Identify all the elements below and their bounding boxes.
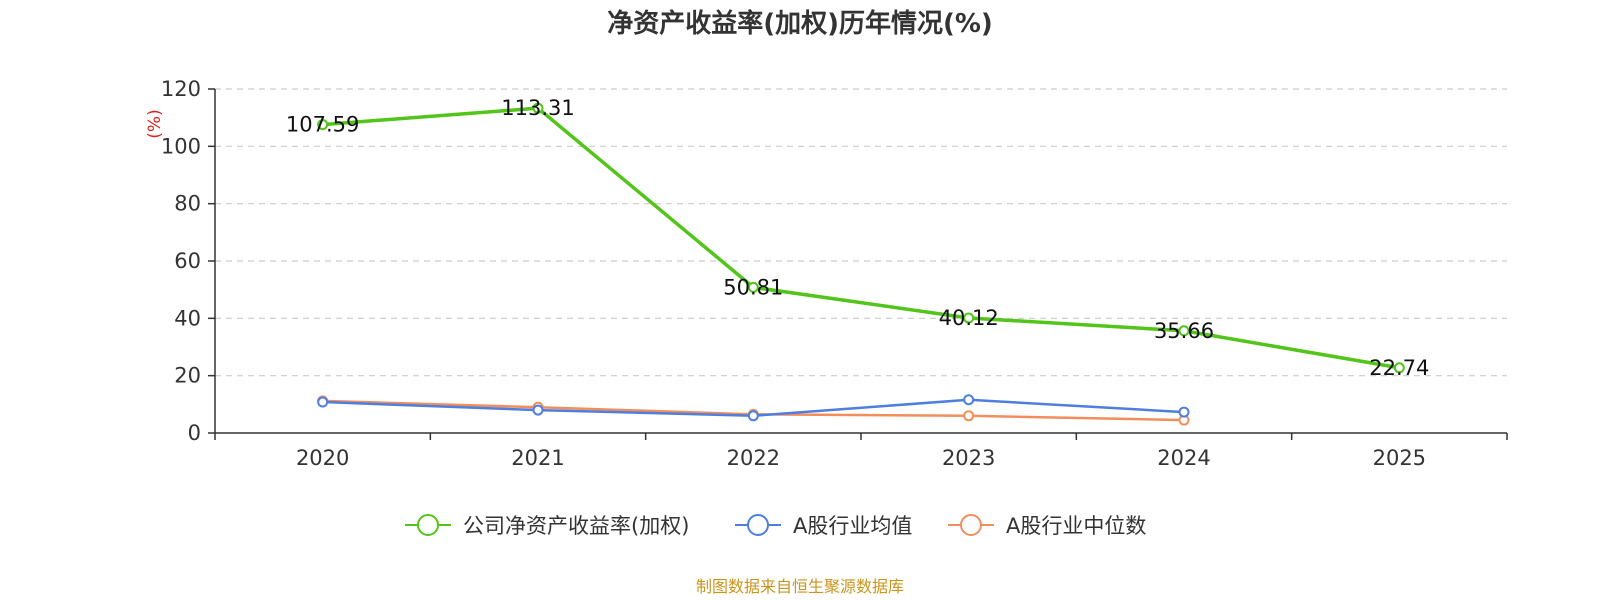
data-point-1-2023 bbox=[963, 394, 975, 406]
legend-marker-2 bbox=[960, 514, 982, 536]
y-axis-label: (%) bbox=[145, 109, 165, 138]
y-tick-label-0: 0 bbox=[188, 421, 201, 445]
legend-label-2: A股行业中位数 bbox=[1006, 514, 1146, 538]
data-labels: 107.59 113.31 50.81 40.12 35.66 22.74 bbox=[286, 96, 1429, 380]
data-label-2024: 35.66 bbox=[1154, 319, 1214, 343]
data-point-1-2021 bbox=[532, 404, 544, 416]
legend-label-1: A股行业均值 bbox=[793, 514, 912, 538]
axes: 0 20 40 60 80 100 120 2020 2021 2022 2023 2024 2025 bbox=[161, 77, 1508, 470]
series-line-0 bbox=[322, 106, 1400, 370]
data-label-2020: 107.59 bbox=[286, 113, 359, 137]
data-label-2025: 22.74 bbox=[1369, 356, 1429, 380]
data-point-1-2022 bbox=[747, 410, 759, 422]
y-tick-label-100: 100 bbox=[161, 134, 201, 158]
chart-title: 净资产收益率(加权)历年情况(%) bbox=[607, 8, 993, 39]
series-group bbox=[317, 102, 1405, 426]
data-point-0-2023 bbox=[963, 312, 975, 324]
y-tick-label-120: 120 bbox=[161, 77, 201, 101]
x-tick-label-2024: 2024 bbox=[1157, 446, 1210, 470]
source-note: 制图数据来自恒生聚源数据库 bbox=[696, 577, 904, 596]
data-point-0-2025 bbox=[1393, 362, 1405, 374]
data-label-2023: 40.12 bbox=[939, 306, 999, 330]
x-tick-label-2020: 2020 bbox=[296, 446, 349, 470]
x-tick-label-2025: 2025 bbox=[1373, 446, 1426, 470]
data-label-2022: 50.81 bbox=[723, 275, 783, 299]
data-point-0-2021 bbox=[532, 102, 544, 114]
y-tick-label-60: 60 bbox=[174, 249, 201, 273]
data-point-0-2020 bbox=[317, 119, 329, 131]
data-point-0-2022 bbox=[747, 281, 759, 293]
data-label-2021: 113.31 bbox=[501, 96, 574, 120]
y-tick-label-40: 40 bbox=[174, 306, 201, 330]
data-point-0-2024 bbox=[1178, 325, 1190, 337]
y-tick-label-20: 20 bbox=[174, 364, 201, 388]
legend-marker-0 bbox=[417, 514, 439, 536]
data-point-1-2024 bbox=[1178, 406, 1190, 418]
data-point-1-2020 bbox=[317, 396, 329, 408]
grid-lines bbox=[215, 88, 1507, 377]
data-point-2-2023 bbox=[963, 410, 975, 422]
legend: 公司净资产收益率(加权) A股行业均值 A股行业中位数 bbox=[405, 514, 1146, 538]
legend-label-0: 公司净资产收益率(加权) bbox=[463, 514, 689, 538]
legend-marker-1 bbox=[747, 514, 769, 536]
x-tick-label-2021: 2021 bbox=[511, 446, 564, 470]
y-tick-label-80: 80 bbox=[174, 192, 201, 216]
x-tick-label-2023: 2023 bbox=[942, 446, 995, 470]
x-tick-label-2022: 2022 bbox=[727, 446, 780, 470]
